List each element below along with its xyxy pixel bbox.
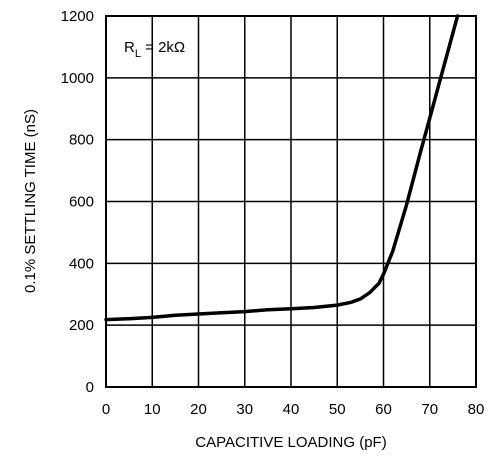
y-axis-title: 0.1% SETTLING TIME (nS)	[22, 109, 39, 293]
annotation-prefix: R	[124, 39, 135, 56]
x-tick-labels: 0 10 20 30 40 50 60 70 80	[102, 401, 485, 418]
x-tick-label: 80	[468, 401, 485, 418]
x-tick-label: 20	[190, 401, 207, 418]
annotation-subscript: L	[135, 48, 141, 60]
annotation-resistance: RL = 2kΩ	[124, 39, 185, 60]
y-tick-label: 200	[69, 317, 94, 334]
x-tick-label: 10	[144, 401, 161, 418]
annotation-suffix: = 2kΩ	[141, 39, 185, 56]
x-tick-label: 0	[102, 401, 110, 418]
x-tick-label: 50	[329, 401, 346, 418]
y-tick-label: 400	[69, 255, 94, 272]
x-tick-label: 60	[375, 401, 392, 418]
plot-frame	[105, 15, 477, 388]
y-tick-label: 1200	[61, 8, 94, 25]
x-tick-label: 30	[236, 401, 253, 418]
y-tick-label: 0	[86, 379, 94, 396]
y-tick-label: 1000	[61, 70, 94, 87]
x-tick-label: 40	[283, 401, 300, 418]
series-line	[104, 14, 460, 322]
x-tick-label: 70	[421, 401, 438, 418]
data-series	[104, 14, 460, 322]
y-tick-label: 600	[69, 194, 94, 211]
y-tick-labels: 0 200 400 600 800 1000 1200	[61, 8, 94, 396]
y-tick-label: 800	[69, 132, 94, 149]
x-axis-title: CAPACITIVE LOADING (pF)	[195, 434, 386, 451]
